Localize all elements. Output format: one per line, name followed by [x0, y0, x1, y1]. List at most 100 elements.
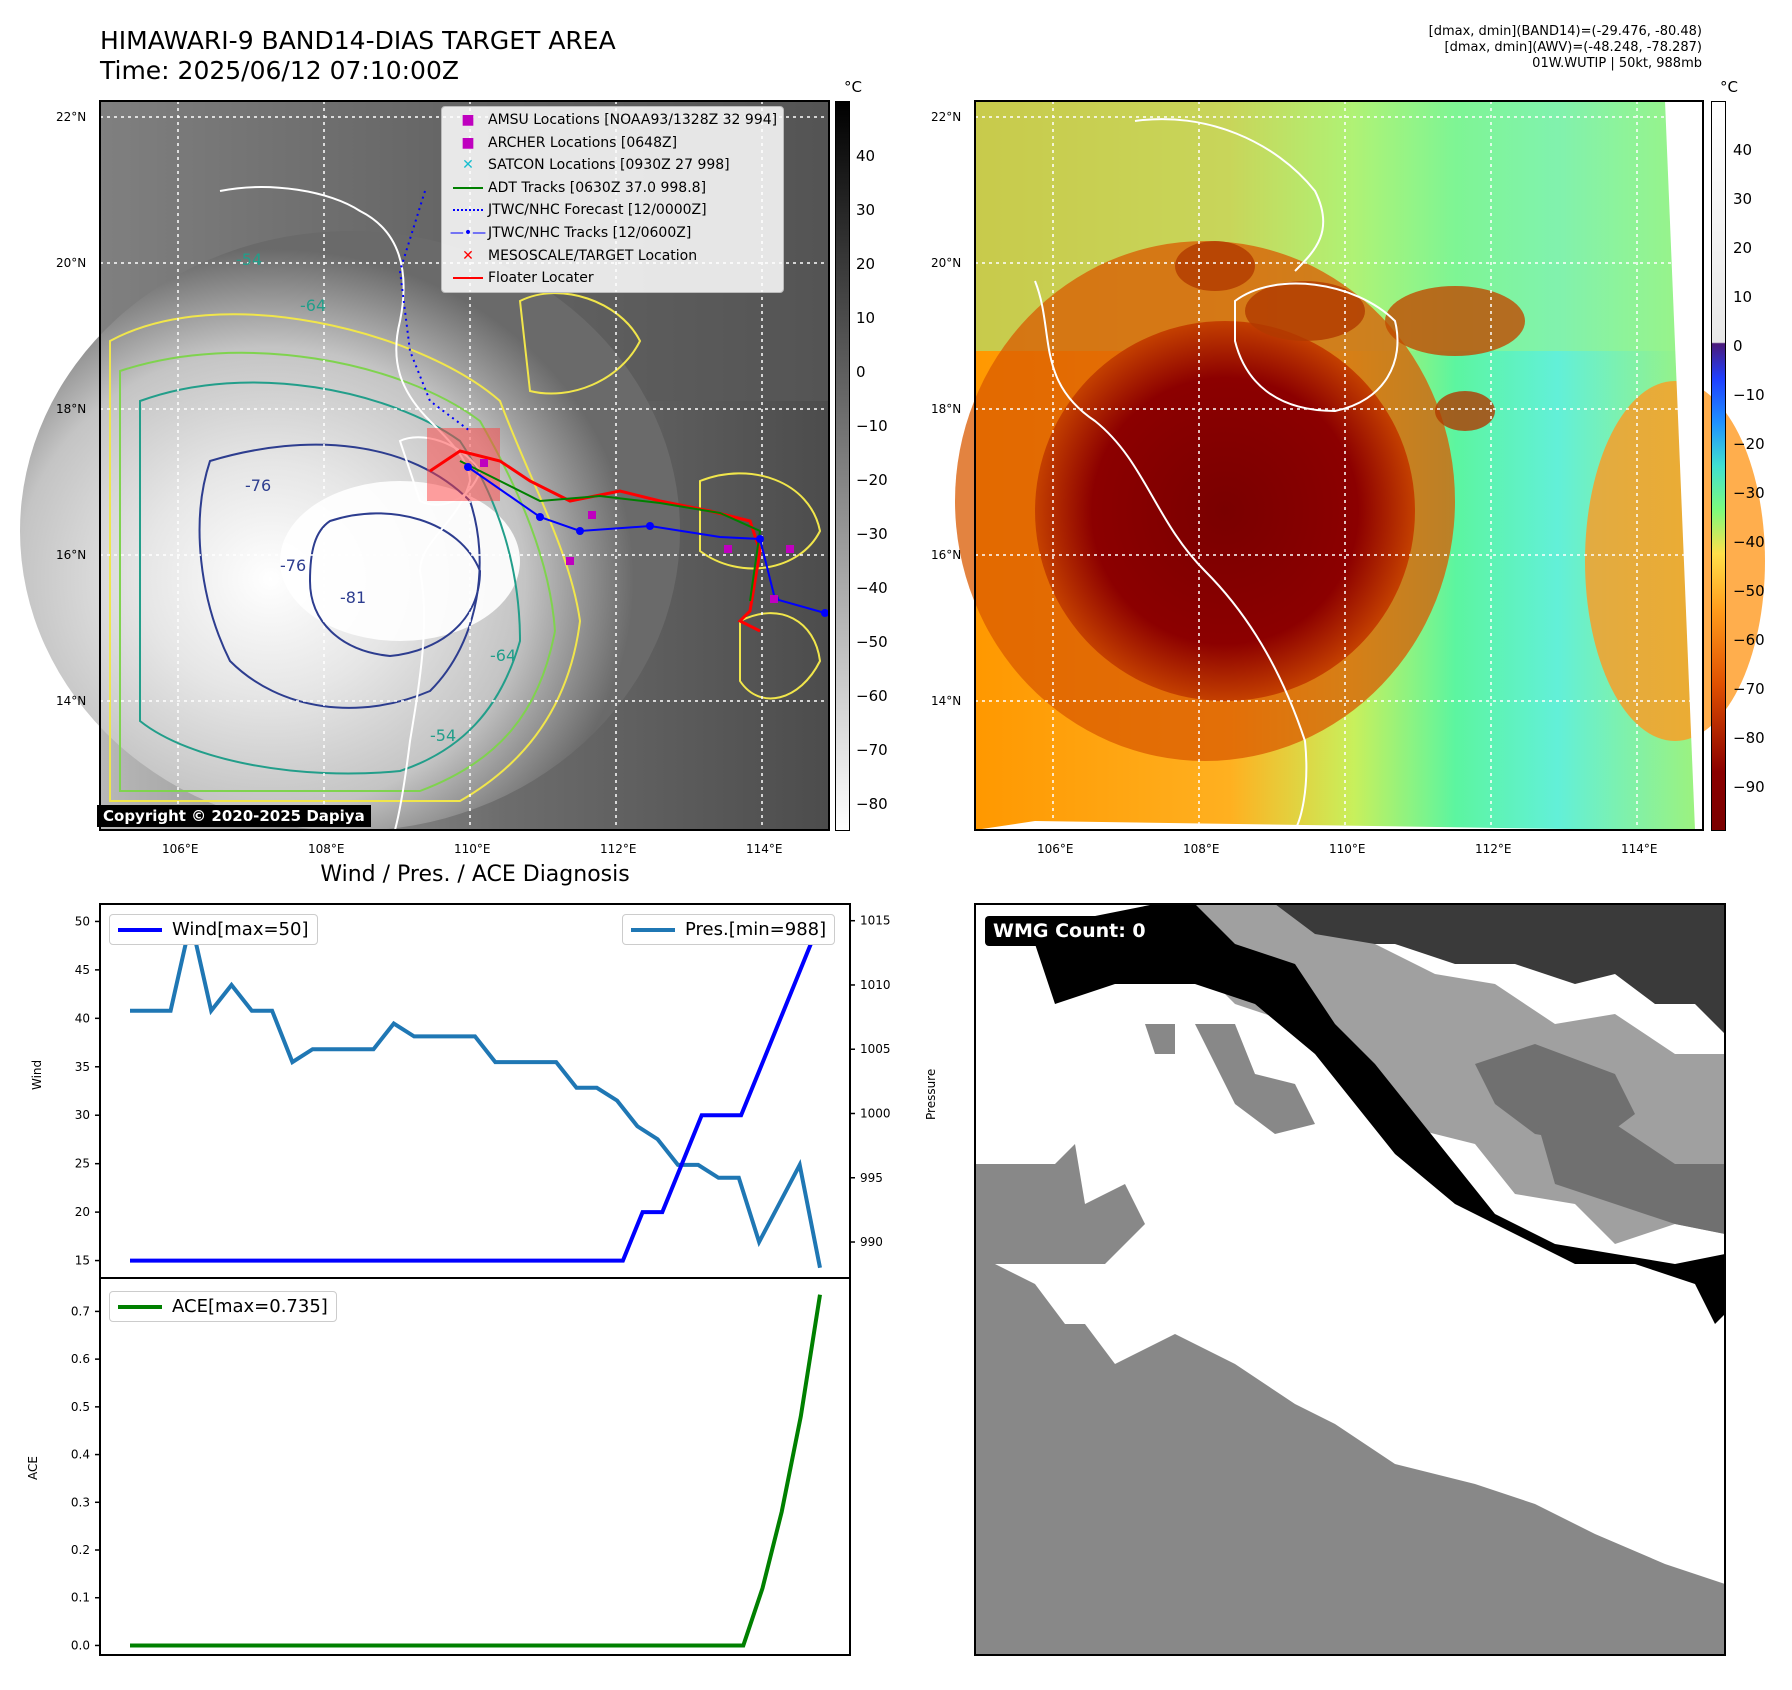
contour-label-4: -76: [280, 556, 306, 575]
ace-tick-label: 0.5: [71, 1400, 90, 1414]
cb1-tick: −40: [856, 579, 888, 597]
cb1-tick: −10: [856, 417, 888, 435]
wind-tick-label: 25: [75, 1157, 90, 1171]
cb2-tick: 20: [1733, 239, 1753, 257]
contour-label-5: -81: [340, 588, 366, 607]
forecast-track: [398, 190, 471, 432]
figure-title: HIMAWARI-9 BAND14-DIAS TARGET AREA Time:…: [100, 26, 616, 86]
legend-item-target: ✕ MESOSCALE/TARGET Location: [462, 247, 698, 264]
pressure-tick-label: 1005: [860, 1042, 891, 1056]
legend-item-forecast: JTWC/NHC Forecast [12/0000Z]: [448, 199, 777, 222]
awv-colorbar: [1711, 101, 1726, 831]
lat-tick-18: 18°N: [56, 402, 87, 416]
pressure-tick-label: 1000: [860, 1106, 891, 1120]
cb2-tick: −50: [1733, 582, 1765, 600]
cb2-tick: −10: [1733, 386, 1765, 404]
ace-chart: 0.0 0.1 0.2 0.3 0.4 0.5 0.6 0.7: [71, 1277, 851, 1656]
cb1-tick: −70: [856, 741, 888, 759]
ace-axis-label: ACE: [26, 1456, 40, 1480]
floater-track: [429, 449, 762, 633]
pressure-tick-label: 990: [860, 1235, 883, 1249]
lon-tick-108: 108°E: [1183, 842, 1220, 856]
awv-map-panel: [955, 100, 1765, 831]
cb1-tick: −30: [856, 525, 888, 543]
lon-tick-110: 110°E: [454, 842, 491, 856]
cb2-tick: 30: [1733, 190, 1753, 208]
lat-tick-16: 16°N: [931, 548, 962, 562]
legend-item-amsu: ■ AMSU Locations [NOAA93/1328Z 32 994]: [461, 112, 778, 128]
pressure-legend-label: Pres.[min=988]: [685, 919, 827, 940]
jtwc-track: [467, 466, 826, 614]
info-line-1: [dmax, dmin](BAND14)=(-29.476, -80.48): [1428, 24, 1702, 39]
cb2-tick: −90: [1733, 778, 1765, 796]
wind-tick-label: 30: [75, 1108, 90, 1122]
cb2-tick: −70: [1733, 680, 1765, 698]
lat-tick-22: 22°N: [56, 110, 87, 124]
lon-tick-106: 106°E: [1037, 842, 1074, 856]
contour-label-1: -54: [236, 250, 262, 269]
wind-tick-label: 35: [75, 1060, 90, 1074]
contour-label-2: -64: [300, 296, 326, 315]
lon-tick-114: 114°E: [1621, 842, 1658, 856]
lon-tick-112: 112°E: [1475, 842, 1512, 856]
pressure-series-line: [130, 920, 822, 1269]
legend-item-adt: ADT Tracks [0630Z 37.0 998.8]: [448, 177, 777, 200]
awv-colorbar-unit: °C: [1720, 78, 1738, 96]
ace-legend: ACE[max=0.735]: [109, 1291, 337, 1322]
lat-tick-20: 20°N: [931, 256, 962, 270]
diagnosis-title: Wind / Pres. / ACE Diagnosis: [320, 862, 630, 887]
ace-tick-label: 0.7: [71, 1304, 90, 1318]
wind-legend: Wind[max=50]: [109, 914, 318, 945]
ace-tick-label: 0.1: [71, 1591, 90, 1605]
cb1-tick: −20: [856, 471, 888, 489]
lon-tick-114: 114°E: [746, 842, 783, 856]
info-line-3: 01W.WUTIP | 50kt, 988mb: [1532, 56, 1702, 71]
ace-tick-label: 0.4: [71, 1448, 90, 1462]
wmg-count-badge: WMG Count: 0: [985, 916, 1154, 946]
title-line-1: HIMAWARI-9 BAND14-DIAS TARGET AREA: [100, 26, 616, 55]
pressure-tick-label: 995: [860, 1171, 883, 1185]
cb1-tick: 0: [856, 363, 866, 381]
wmg-panel: [974, 903, 1726, 1656]
wind-legend-label: Wind[max=50]: [172, 919, 309, 940]
legend-item-jtwc: —•— JTWC/NHC Tracks [12/0600Z]: [449, 224, 692, 241]
info-line-2: [dmax, dmin](AWV)=(-48.248, -78.287): [1444, 40, 1702, 55]
cb2-tick: 0: [1733, 337, 1743, 355]
ace-tick-label: 0.2: [71, 1543, 90, 1557]
copyright-label: Copyright © 2020-2025 Dapiya: [97, 805, 371, 827]
cb2-tick: −60: [1733, 631, 1765, 649]
ace-tick-label: 0.3: [71, 1495, 90, 1509]
awv-map-gridlines: [975, 101, 1703, 830]
wind-tick-label: 50: [75, 914, 90, 928]
cb2-tick: −80: [1733, 729, 1765, 747]
cb2-tick: 10: [1733, 288, 1753, 306]
legend-item-satcon: ✕ SATCON Locations [0930Z 27 998]: [462, 157, 730, 174]
lat-tick-16: 16°N: [56, 548, 87, 562]
cb1-tick: −60: [856, 687, 888, 705]
legend-item-archer: ■ ARCHER Locations [0648Z]: [461, 134, 678, 151]
cb1-tick: −80: [856, 795, 888, 813]
cb2-tick: −40: [1733, 533, 1765, 551]
ir-colorbar: [835, 101, 850, 831]
cb1-tick: 30: [856, 201, 876, 219]
storm-info: [dmax, dmin](BAND14)=(-29.476, -80.48) […: [1429, 24, 1702, 72]
pressure-tick-label: 1010: [860, 978, 891, 992]
lat-tick-14: 14°N: [56, 694, 87, 708]
lon-tick-110: 110°E: [1329, 842, 1366, 856]
contour-label-3: -76: [245, 476, 271, 495]
cb1-tick: −50: [856, 633, 888, 651]
wind-axis-label: Wind: [30, 1059, 44, 1090]
lon-tick-112: 112°E: [600, 842, 637, 856]
pressure-tick-label: 1015: [860, 914, 891, 928]
wind-series-line: [130, 920, 822, 1263]
cb2-tick: 40: [1733, 141, 1753, 159]
contour-label-6: -54: [430, 726, 456, 745]
wind-tick-label: 20: [75, 1205, 90, 1219]
lat-tick-18: 18°N: [931, 402, 962, 416]
ace-legend-label: ACE[max=0.735]: [172, 1296, 328, 1317]
cb1-tick: 10: [856, 309, 876, 327]
lon-tick-106: 106°E: [162, 842, 199, 856]
ace-series-line: [130, 1294, 822, 1648]
wind-tick-label: 15: [75, 1254, 90, 1268]
lat-tick-14: 14°N: [931, 694, 962, 708]
